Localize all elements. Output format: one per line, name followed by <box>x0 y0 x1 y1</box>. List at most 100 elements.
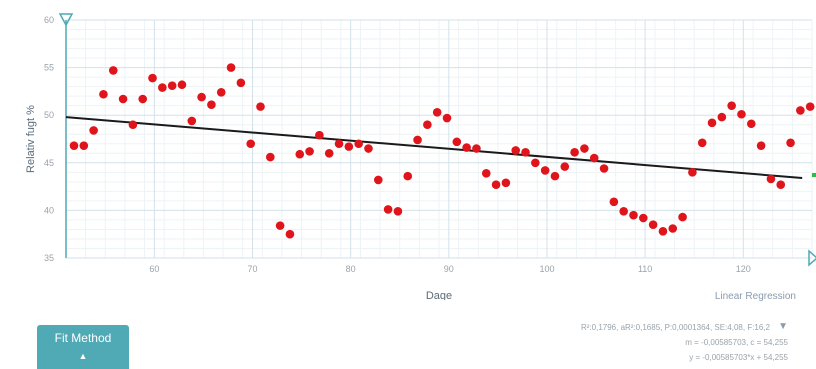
data-point[interactable] <box>275 221 285 230</box>
data-point[interactable] <box>305 147 314 156</box>
data-point[interactable] <box>589 153 599 163</box>
data-point[interactable] <box>128 120 138 130</box>
tick-labels: 60 70 80 90 100 110 120 35 40 45 50 55 60 <box>44 15 751 274</box>
data-point[interactable] <box>167 81 177 90</box>
data-point[interactable] <box>707 118 717 128</box>
data-point[interactable] <box>776 180 786 189</box>
top-range-handle-icon[interactable] <box>58 13 74 27</box>
data-point[interactable] <box>599 164 609 173</box>
data-point[interactable] <box>658 227 668 236</box>
y-tick-label: 35 <box>44 253 54 263</box>
data-point[interactable] <box>364 144 373 153</box>
data-point[interactable] <box>580 144 589 153</box>
data-point[interactable] <box>746 119 756 129</box>
data-point[interactable] <box>491 180 501 189</box>
data-point[interactable] <box>108 66 118 75</box>
data-point[interactable] <box>403 171 413 181</box>
data-point[interactable] <box>423 120 432 130</box>
y-tick-label: 45 <box>44 158 54 168</box>
grid <box>65 19 813 259</box>
data-point[interactable] <box>383 205 393 214</box>
stats-fit-summary: R²:0,1796, aR²:0,1685, P:0,0001364, SE:4… <box>580 323 770 332</box>
data-point[interactable] <box>256 102 265 111</box>
y-tick-label: 55 <box>44 63 54 73</box>
data-point[interactable] <box>550 171 560 181</box>
data-point[interactable] <box>295 149 305 159</box>
data-point[interactable] <box>324 148 334 158</box>
fit-method-label: Fit Method <box>54 331 112 345</box>
scatter-chart: 60 70 80 90 100 110 120 35 40 45 50 55 60 Dage Relat… <box>25 13 816 300</box>
data-point[interactable] <box>639 213 648 223</box>
stats-equation: y = -0,00585703*x + 54,255 <box>689 353 788 362</box>
data-point[interactable] <box>756 141 766 150</box>
data-point[interactable] <box>99 89 108 99</box>
data-point[interactable] <box>216 88 226 97</box>
data-point[interactable] <box>668 224 678 233</box>
data-point[interactable] <box>315 130 324 140</box>
regression-line <box>65 116 803 180</box>
caret-up-icon: ▲ <box>78 351 88 361</box>
data-point[interactable] <box>737 109 746 119</box>
data-point[interactable] <box>177 80 187 90</box>
data-point[interactable] <box>472 144 481 153</box>
regression-label[interactable]: Linear Regression <box>714 291 796 302</box>
data-point[interactable] <box>511 146 521 155</box>
data-point[interactable] <box>69 141 79 150</box>
data-point[interactable] <box>501 178 511 188</box>
data-point[interactable] <box>805 102 815 111</box>
data-point[interactable] <box>462 143 471 152</box>
data-point[interactable] <box>521 148 530 157</box>
data-point[interactable] <box>796 106 805 115</box>
data-point[interactable] <box>207 100 216 110</box>
data-point[interactable] <box>688 168 697 177</box>
data-point[interactable] <box>413 135 422 145</box>
data-point[interactable] <box>285 229 295 239</box>
data-point[interactable] <box>619 207 628 216</box>
data-point[interactable] <box>560 162 570 171</box>
data-point[interactable] <box>89 126 98 135</box>
data-point[interactable] <box>334 139 344 149</box>
data-point[interactable] <box>697 138 707 148</box>
data-point[interactable] <box>629 210 638 220</box>
data-point[interactable] <box>481 168 491 178</box>
data-point[interactable] <box>452 137 462 147</box>
data-point[interactable] <box>766 174 776 184</box>
data-point[interactable] <box>79 141 89 150</box>
data-point[interactable] <box>373 175 383 185</box>
data-point[interactable] <box>570 148 579 157</box>
y-tick-label: 50 <box>44 110 54 120</box>
data-point[interactable] <box>158 83 167 92</box>
collapse-caret-icon[interactable]: ▼ <box>778 321 788 332</box>
data-point[interactable] <box>246 139 255 149</box>
data-point[interactable] <box>648 220 658 229</box>
data-point[interactable] <box>393 207 403 216</box>
data-point[interactable] <box>727 101 736 110</box>
data-point[interactable] <box>432 108 442 117</box>
data-point[interactable] <box>187 116 197 126</box>
data-point[interactable] <box>226 63 236 72</box>
fit-method-button[interactable]: Fit Method ▲ <box>37 325 129 369</box>
data-point[interactable] <box>118 94 128 104</box>
regression-stats: ▼ R²:0,1796, aR²:0,1685, P:0,0001364, SE… <box>428 320 788 365</box>
data-point[interactable] <box>540 166 550 175</box>
data-point[interactable] <box>148 73 157 83</box>
data-point[interactable] <box>786 138 795 148</box>
data-point[interactable] <box>354 139 363 149</box>
y-tick-label: 60 <box>44 15 54 25</box>
data-point[interactable] <box>266 152 275 162</box>
data-point[interactable] <box>609 197 619 207</box>
x-tick-label: 80 <box>346 264 356 274</box>
x-tick-label: 90 <box>444 264 454 274</box>
data-point[interactable] <box>344 142 354 151</box>
data-point[interactable] <box>236 78 246 88</box>
data-point[interactable] <box>531 158 540 168</box>
data-point[interactable] <box>138 94 148 104</box>
data-point[interactable] <box>197 92 206 102</box>
bottom-range-handle-icon[interactable] <box>808 249 816 267</box>
y-axis-label: Relativ fugt % <box>25 105 37 173</box>
data-point[interactable] <box>678 212 687 222</box>
data-point[interactable] <box>717 112 727 122</box>
x-tick-label: 60 <box>149 264 159 274</box>
data-point[interactable] <box>442 113 452 123</box>
right-edge-marker <box>812 173 816 177</box>
